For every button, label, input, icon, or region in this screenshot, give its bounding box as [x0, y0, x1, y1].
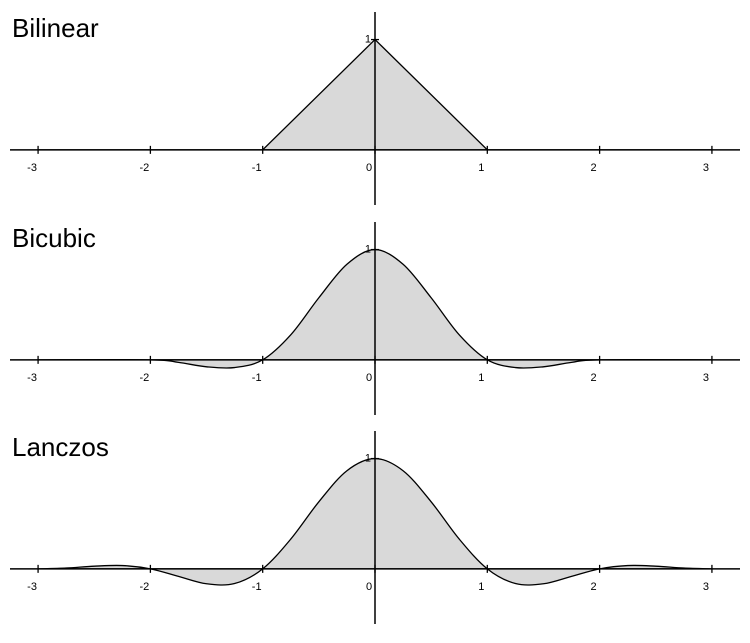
x-tick-label: 3	[703, 162, 709, 174]
x-tick-label: -3	[27, 162, 37, 174]
y-tick-label: 1	[365, 33, 371, 45]
x-tick-label: 0	[366, 581, 372, 593]
x-tick-label: -2	[139, 372, 149, 384]
x-tick-label: -2	[139, 162, 149, 174]
x-tick-label: 2	[591, 581, 597, 593]
x-tick-label: -1	[252, 581, 262, 593]
x-tick-label: 0	[366, 162, 372, 174]
x-tick-label: -3	[27, 372, 37, 384]
x-tick-label: -1	[252, 372, 262, 384]
panel: Bilinear -3 -2 -1 0 1 2 3 1	[10, 12, 740, 205]
panel: Lanczos -3 -2 -1 0 1 2 3 1	[10, 431, 740, 624]
x-tick-label: 2	[591, 162, 597, 174]
x-tick-label: 3	[703, 372, 709, 384]
panel-title: Lanczos	[12, 432, 109, 462]
x-tick-label: 0	[366, 372, 372, 384]
panel-title: Bicubic	[12, 223, 96, 253]
x-tick-label: -2	[139, 581, 149, 593]
x-tick-label: 1	[478, 372, 484, 384]
x-tick-label: -3	[27, 581, 37, 593]
x-tick-label: 3	[703, 581, 709, 593]
x-tick-label: 2	[591, 372, 597, 384]
panel-title: Bilinear	[12, 13, 99, 43]
panel: Bicubic -3 -2 -1 0 1 2 3 1	[10, 222, 740, 415]
y-tick-label: 1	[365, 452, 371, 464]
x-tick-label: 1	[478, 162, 484, 174]
x-tick-label: -1	[252, 162, 262, 174]
x-tick-label: 1	[478, 581, 484, 593]
y-tick-label: 1	[365, 243, 371, 255]
